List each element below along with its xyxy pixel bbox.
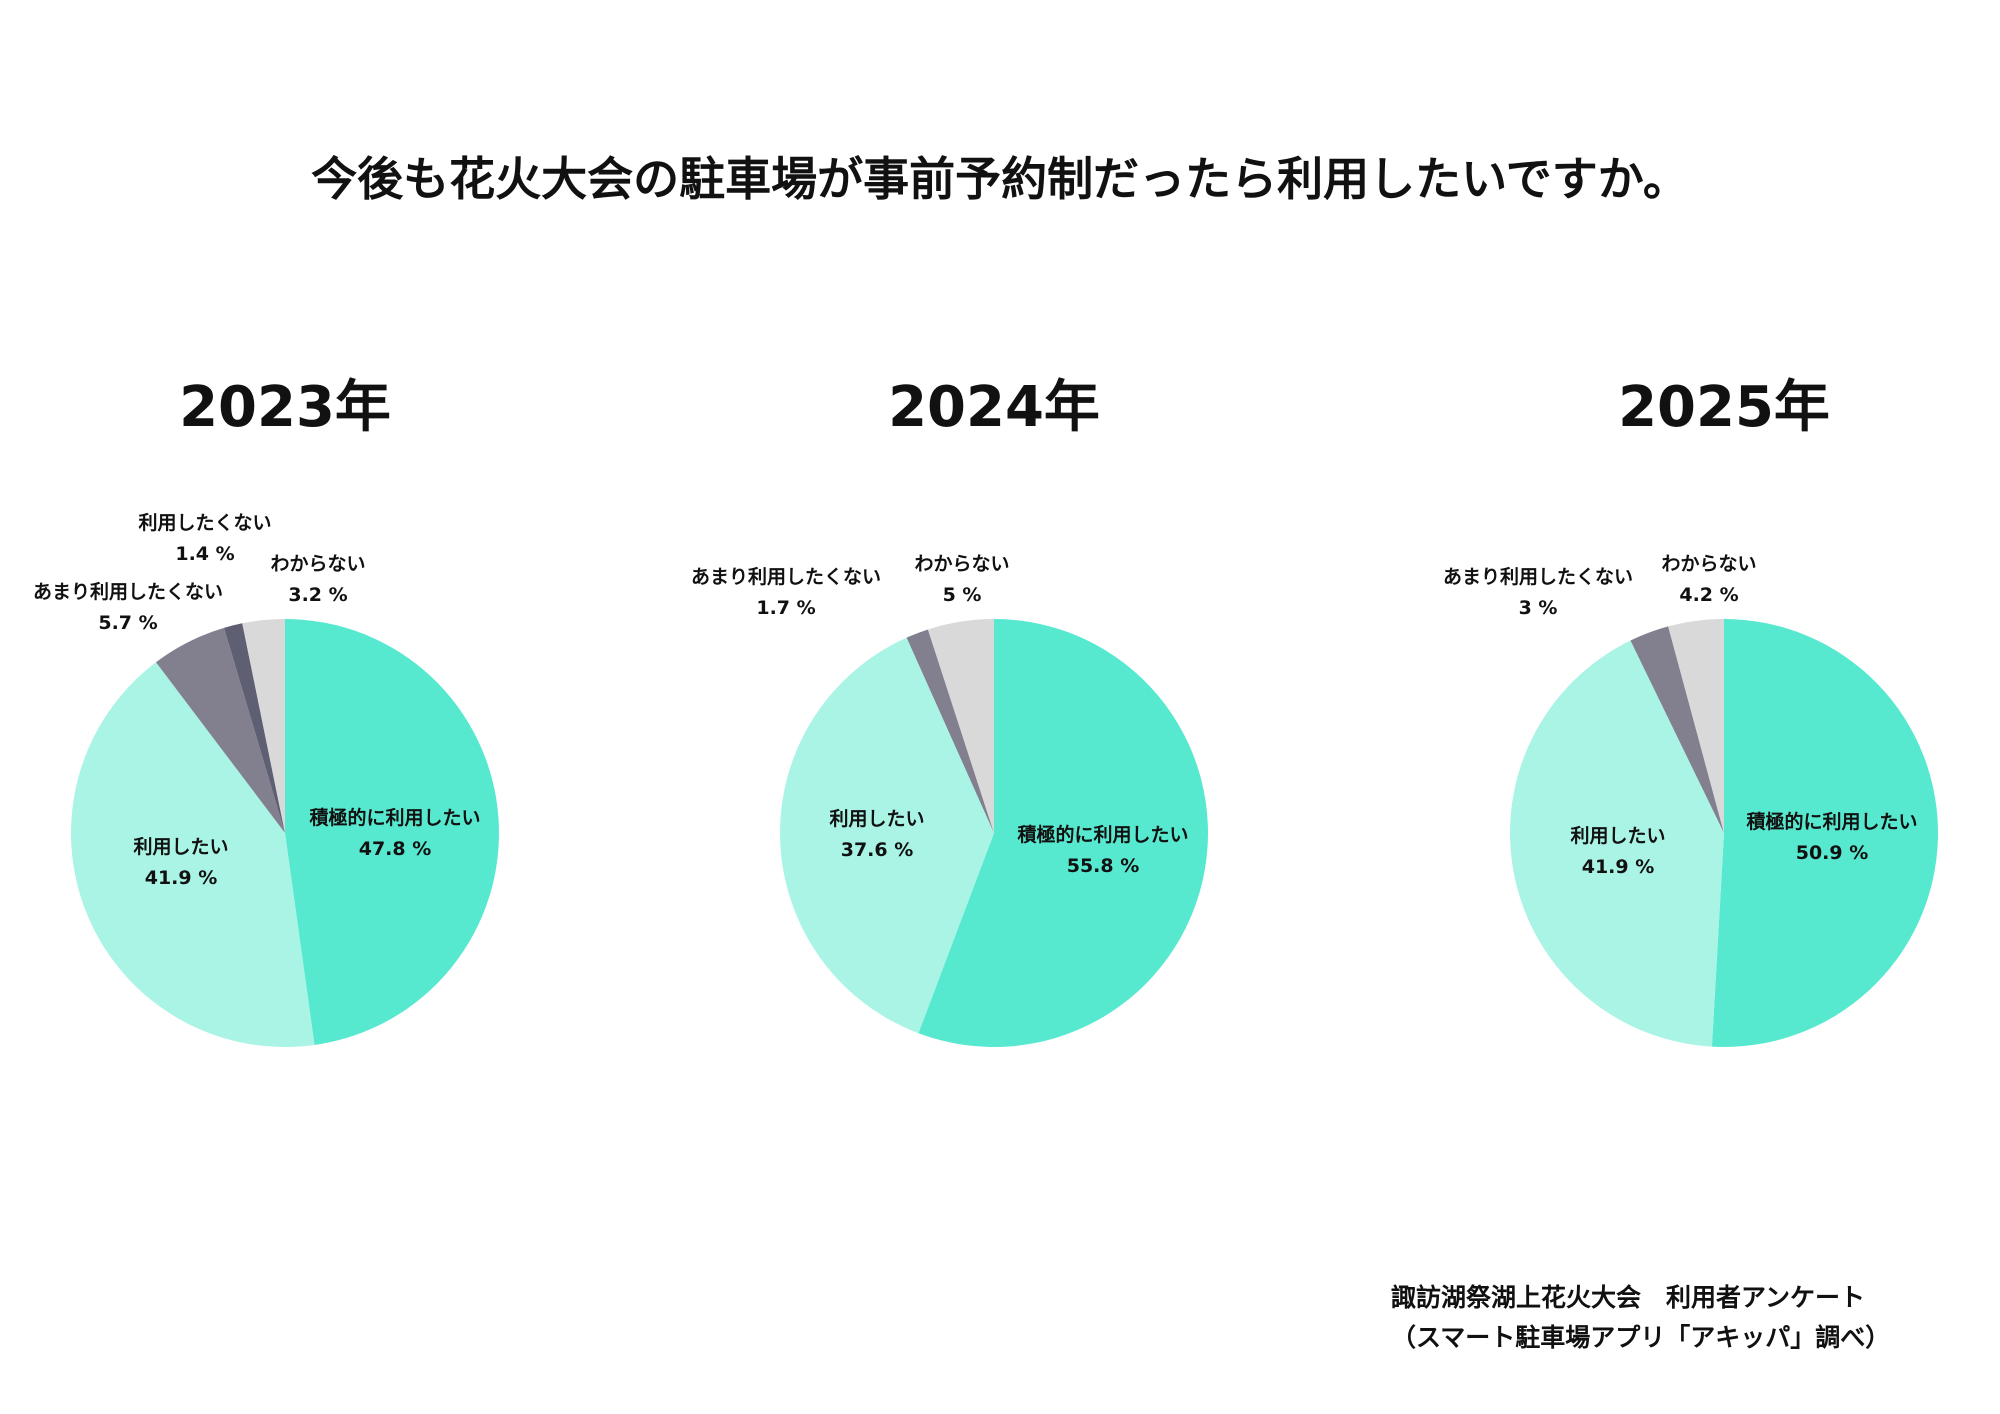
slice-name: わからない — [914, 553, 1010, 575]
slice-label-rather-not-use: あまり利用したくない 3 % — [1408, 562, 1668, 624]
pie-slice-rather-not-use — [1630, 626, 1724, 833]
slice-name: 積極的に利用したい — [309, 807, 481, 829]
slice-value: 55.8 % — [1066, 855, 1140, 877]
slice-name: 積極的に利用したい — [1746, 811, 1918, 833]
slice-value: 1.4 % — [175, 543, 235, 565]
pie-slice-actively-use — [285, 619, 499, 1045]
slice-name: 利用したい — [133, 836, 229, 858]
slice-value: 3 % — [1518, 597, 1558, 619]
pie-slice-rather-not-use — [155, 627, 285, 833]
pie-title: 2025年 — [1618, 375, 1830, 440]
slice-name: わからない — [270, 553, 366, 575]
slice-name: わからない — [1661, 553, 1757, 575]
pie-slice-dont-know — [242, 619, 285, 833]
slice-value: 1.7 % — [756, 597, 816, 619]
slice-value: 5 % — [942, 584, 982, 606]
source-line-1: 諏訪湖祭湖上花火大会 利用者アンケート — [1391, 1283, 1866, 1312]
slice-label-use: 利用したい 41.9 % — [51, 832, 311, 894]
slice-value: 3.2 % — [288, 584, 348, 606]
slice-value: 41.9 % — [144, 867, 218, 889]
slice-label-use: 利用したい 41.9 % — [1488, 821, 1748, 883]
slice-label-dont-know: わからない 5 % — [832, 549, 1092, 611]
slice-label-actively-use: 積極的に利用したい 55.8 % — [973, 820, 1233, 882]
source-note: 諏訪湖祭湖上花火大会 利用者アンケート （スマート駐車場アプリ「アキッパ」調べ） — [1391, 1278, 1890, 1358]
pie-title: 2024年 — [888, 375, 1100, 440]
pie-slice-actively-use — [918, 618, 1209, 1048]
slice-value: 37.6 % — [840, 839, 914, 861]
slice-label-dont-know: わからない 3.2 % — [188, 549, 448, 611]
pie-slice-use — [1510, 640, 1724, 1047]
slice-name: 積極的に利用したい — [1017, 824, 1189, 846]
slice-value: 5.7 % — [98, 612, 158, 634]
slice-name: 利用したくない — [138, 512, 272, 534]
pie-slice-not-use — [224, 623, 285, 833]
slice-label-not-use: 利用したくない 1.4 % — [75, 508, 335, 570]
slice-label-rather-not-use: あまり利用したくない 5.7 % — [0, 577, 258, 639]
slice-name: 利用したい — [829, 808, 925, 830]
slice-value: 4.2 % — [1679, 584, 1739, 606]
slice-name: あまり利用したくない — [690, 566, 881, 588]
slice-value: 50.9 % — [1795, 842, 1869, 864]
pie-slice-dont-know — [927, 619, 994, 833]
source-line-2: （スマート駐車場アプリ「アキッパ」調べ） — [1391, 1323, 1891, 1352]
pie-slice-rather-not-use — [906, 629, 994, 833]
slice-label-dont-know: わからない 4.2 % — [1579, 549, 1839, 611]
slice-value: 41.9 % — [1581, 856, 1655, 878]
pie-slice-use — [779, 637, 994, 1034]
pie-title: 2023年 — [179, 375, 391, 440]
slice-name: 利用したい — [1570, 825, 1666, 847]
pie-slice-actively-use — [1711, 619, 1938, 1047]
pie-slice-use — [70, 662, 315, 1047]
chart-title: 今後も花火大会の駐車場が事前予約制だったら利用したいですか。 — [311, 152, 1689, 206]
slice-name: あまり利用したくない — [32, 581, 223, 603]
slice-label-use: 利用したい 37.6 % — [747, 804, 1007, 866]
slice-label-actively-use: 積極的に利用したい 47.8 % — [265, 803, 525, 865]
slice-name: あまり利用したくない — [1442, 566, 1633, 588]
slice-label-actively-use: 積極的に利用したい 50.9 % — [1702, 807, 1962, 869]
slice-label-rather-not-use: あまり利用したくない 1.7 % — [656, 562, 916, 624]
pie-slice-dont-know — [1668, 619, 1724, 833]
slice-value: 47.8 % — [358, 838, 432, 860]
